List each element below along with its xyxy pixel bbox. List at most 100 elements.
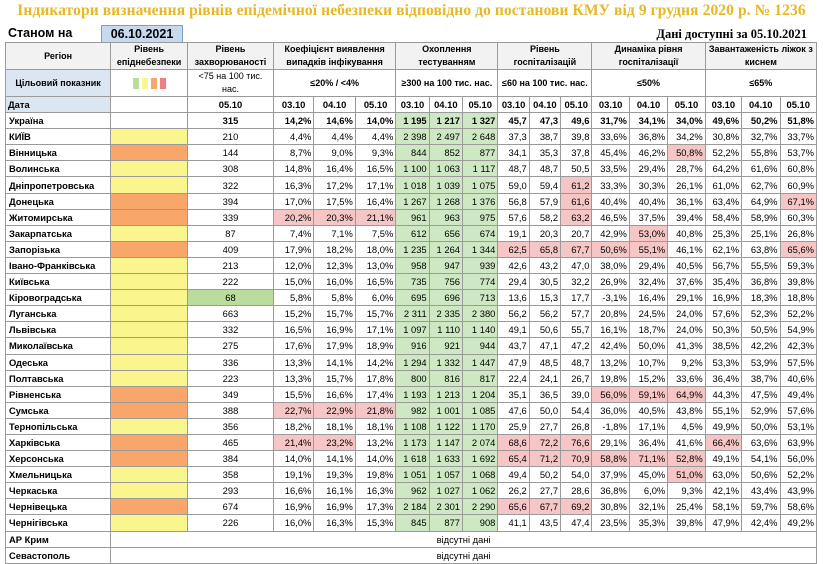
table-row: Кіровоградська 68 5,8% 5,8% 6,0% 695 696 713 13,… [4,289,817,307]
value-cell: 63,6% [741,433,781,452]
table-row: Харківська 465 21,4% 23,2% 13,2% 1 173 1 147 2 … [4,433,817,452]
value-cell: 9,0% [313,144,356,162]
value-cell: 4,4% [313,128,356,146]
value-cell: 7,4% [272,224,315,242]
value-cell: 1 068 [462,466,499,484]
level-indicator [110,337,188,355]
value-cell: 26,9% [591,273,630,291]
value-cell: 15,0% [272,273,315,291]
value-cell: 59,3% [779,256,817,275]
table-row: Україна 315 14,2% 14,6% 14,0% 1 195 1 217 1 327… [4,112,817,130]
value-cell: 47,0 [560,256,593,275]
value-cell: 13,3% [272,369,315,387]
value-cell: 29,1% [667,289,706,307]
level-indicator [110,176,188,194]
value-cell: 13,3% [272,353,315,371]
table-row: Чернівецька 674 16,9% 16,9% 17,3% 2 184 2 301 2… [4,498,817,516]
table-row: Одеська 336 13,3% 14,1% 14,2% 1 294 1 332 1 447… [4,353,817,371]
value-cell: 7,1% [313,224,356,242]
value-cell: 48,7 [560,353,593,371]
value-cell: 9,2% [667,353,706,371]
value-cell: 944 [462,337,499,355]
value-cell: 47,4 [560,514,593,532]
value-cell: 14,1% [313,353,356,371]
value-cell: 40,4% [628,192,669,210]
value-cell: 800 [395,369,430,387]
value-cell: 65,8 [528,240,562,258]
value-cell: 63,4% [704,192,743,210]
region-name: Рівненська [4,385,112,403]
value-cell: 982 [395,401,430,419]
value-cell: 5,8% [272,289,315,307]
region-name: КИЇВ [4,128,112,146]
value-cell: 47,2 [560,337,593,355]
value-cell: 14,1% [313,450,356,468]
value-cell: 50,0% [741,417,781,435]
value-cell: 47,3 [528,112,562,130]
table-row: Рівненська 349 15,5% 16,6% 17,4% 1 193 1 213 1 … [4,385,817,403]
value-cell: 43,2 [528,256,562,275]
value-cell: 409 [187,240,274,258]
region-name: Чернівецька [4,498,112,516]
value-cell: 56,8 [497,192,530,210]
value-cell: 42,1% [704,482,743,500]
header-target-label: Цільовий показник [4,69,112,97]
value-cell: 339 [187,208,274,226]
value-cell: 16,5% [354,273,397,291]
value-cell: 1 195 [395,112,430,130]
value-cell: 16,9% [704,289,743,307]
level-indicator [110,450,188,468]
value-cell: 15,3 [528,289,562,307]
value-cell: 19,1 [497,224,530,242]
value-cell: 32,4% [628,273,669,291]
value-cell: 13,2% [354,433,397,452]
value-cell: 916 [395,337,430,355]
data-available-text: Дані доступні за 05.10.2021 [656,27,807,41]
value-cell: 42,2% [741,337,781,355]
value-cell: 695 [395,289,430,307]
value-cell: 14,8% [272,160,315,178]
value-cell: 50,3% [704,321,743,339]
value-cell: 71,1% [628,450,669,468]
indicators-table: Регіон Рівень епіднебезпеки Рівень захво… [4,42,818,564]
value-cell: 2 184 [395,498,430,516]
value-cell: 42,6 [497,256,530,275]
region-name: Дніпропетровська [4,176,112,194]
value-cell: 35,3 [528,144,562,162]
value-cell: 18,8% [779,289,817,307]
value-cell: 1 235 [395,240,430,258]
value-cell: 37,8 [560,144,593,162]
value-cell: 42,3% [779,337,817,355]
value-cell: 852 [428,144,464,162]
value-cell: 9,3% [667,482,706,500]
region-name: Донецька [4,192,112,210]
region-name: Севастополь [4,546,112,564]
value-cell: 52,3% [741,305,781,323]
value-cell: 961 [395,208,430,226]
absent-data-cell: відсутні дані [110,530,817,548]
value-cell: 47,6 [497,401,530,419]
level-indicator [110,353,188,371]
value-cell: 18,9% [354,337,397,355]
level-indicator [110,385,188,403]
value-cell: 1 051 [395,466,430,484]
value-cell: 21,1% [354,208,397,226]
value-cell: 16,4% [354,192,397,210]
value-cell: 33,3% [591,176,630,194]
value-cell: 43,9% [779,482,817,500]
value-cell: 50,2% [741,112,781,130]
value-cell: 1 193 [395,385,430,403]
value-cell: 17,7 [560,289,593,307]
level-indicator [110,514,188,532]
value-cell: 34,1% [628,112,669,130]
date-cell-empty [110,95,188,114]
region-name: Одеська [4,353,112,371]
value-cell: 55,7 [560,321,593,339]
value-cell: 1 063 [428,160,464,178]
date-header-cell: 03.10 [395,95,430,114]
value-cell: 1 633 [428,450,464,468]
value-cell: 15,7% [313,305,356,323]
header-hospitalization: Рівень госпіталізацій [497,42,593,70]
region-name: Сумська [4,401,112,419]
table-row: Дніпропетровська 322 16,3% 17,2% 17,1% 1 018 1… [4,176,817,194]
